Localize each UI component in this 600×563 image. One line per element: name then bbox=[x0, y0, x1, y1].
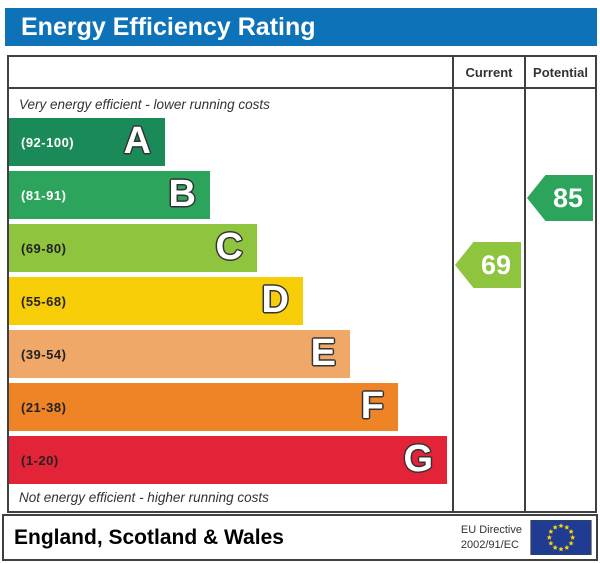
band-b: (81-91) B bbox=[9, 171, 210, 219]
current-rating-arrow: 69 bbox=[455, 242, 521, 288]
band-b-range-label: (81-91) bbox=[21, 187, 67, 203]
eu-flag-icon bbox=[530, 520, 592, 555]
band-g: (1-20) G bbox=[9, 436, 447, 484]
note-very-efficient: Very energy efficient - lower running co… bbox=[19, 97, 270, 112]
eu-directive-label: EU Directive 2002/91/EC bbox=[461, 523, 522, 552]
band-g-letter: G bbox=[403, 438, 433, 481]
band-d-letter: D bbox=[261, 279, 289, 322]
band-d-range-label: (55-68) bbox=[21, 293, 67, 309]
eu-directive-line1: EU Directive bbox=[460, 524, 522, 537]
rating-chart-table: Current Potential Very energy efficient … bbox=[7, 55, 597, 513]
column-header-potential: Potential bbox=[533, 65, 588, 80]
band-c: (69-80) C bbox=[9, 224, 257, 272]
band-c-letter: C bbox=[215, 226, 243, 269]
band-e-range-label: (39-54) bbox=[21, 346, 67, 362]
band-b-letter: B bbox=[168, 173, 196, 216]
current-rating-value: 69 bbox=[480, 249, 512, 280]
column-divider-potential bbox=[524, 57, 526, 511]
band-g-range-label: (1-20) bbox=[21, 452, 59, 468]
column-divider-current bbox=[452, 57, 454, 511]
band-e-letter: E bbox=[310, 332, 336, 375]
rating-bands: (92-100) A (81-91) B (69-80) C (55-68) D… bbox=[9, 118, 452, 489]
note-not-efficient: Not energy efficient - higher running co… bbox=[19, 490, 269, 505]
footer-bar: England, Scotland & Wales EU Directive 2… bbox=[2, 514, 598, 561]
band-c-range-label: (69-80) bbox=[21, 240, 67, 256]
eu-directive-line2: 2002/91/EC bbox=[460, 538, 519, 551]
band-e: (39-54) E bbox=[9, 330, 350, 378]
band-f: (21-38) F bbox=[9, 383, 398, 431]
band-d: (55-68) D bbox=[9, 277, 303, 325]
band-a-range-label: (92-100) bbox=[21, 134, 75, 150]
header-row-divider bbox=[9, 87, 595, 89]
region-label: England, Scotland & Wales bbox=[14, 525, 284, 549]
column-header-current: Current bbox=[465, 65, 513, 80]
potential-rating-arrow: 85 bbox=[527, 175, 593, 221]
potential-rating-value: 85 bbox=[552, 182, 584, 213]
band-f-letter: F bbox=[360, 385, 384, 428]
page-title: Energy Efficiency Rating bbox=[5, 8, 597, 46]
band-a-letter: A bbox=[123, 120, 151, 163]
band-a: (92-100) A bbox=[9, 118, 165, 166]
band-f-range-label: (21-38) bbox=[21, 399, 67, 415]
